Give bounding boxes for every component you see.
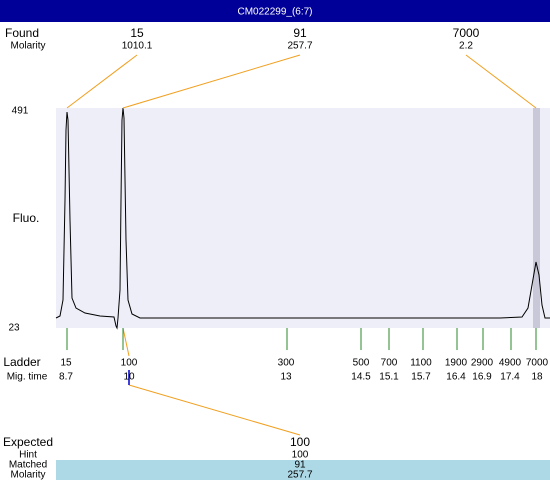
- y-axis-label: Fluo.: [13, 211, 40, 225]
- molarity-value: 257.7: [287, 470, 312, 480]
- mig-time: 15.7: [411, 372, 431, 383]
- peak-molarity: 1010.1: [122, 41, 153, 52]
- ladder-size: 1100: [410, 358, 432, 369]
- found-label: Found: [5, 26, 39, 40]
- ladder-size: 15: [60, 358, 72, 369]
- molarity-label: Molarity: [10, 41, 45, 52]
- expected-value: 100: [290, 435, 310, 449]
- peak-connector: [66, 54, 138, 109]
- expected-label: Expected: [3, 435, 53, 449]
- trace: [55, 107, 550, 330]
- peak-size: 91: [293, 26, 307, 40]
- molarity-label: Molarity: [10, 470, 45, 480]
- mig-time: 14.5: [351, 372, 371, 383]
- mig-time: 16.4: [446, 372, 466, 383]
- mig-time: 15.1: [379, 372, 399, 383]
- ladder-size: 7000: [526, 358, 549, 369]
- window-title: CM022299_(6:7): [237, 7, 312, 18]
- peak-connector: [122, 54, 301, 109]
- peak-connector: [465, 54, 537, 109]
- mig-time: 16.9: [472, 372, 492, 383]
- title-bar: [0, 0, 550, 22]
- expected-connector: [128, 384, 301, 436]
- plot-area: [56, 108, 550, 328]
- ladder-size: 2900: [471, 358, 494, 369]
- y-max-label: 491: [12, 106, 29, 117]
- matched-band: [56, 460, 550, 480]
- expected-connector: [122, 327, 130, 357]
- ladder-size: 700: [381, 358, 398, 369]
- y-min-label: 23: [8, 323, 20, 334]
- mig-time: 8.7: [59, 372, 73, 383]
- ladder-size: 4900: [499, 358, 522, 369]
- hint-value: 100: [292, 450, 309, 461]
- mig-time-label: Mig. time: [7, 372, 48, 383]
- peak-molarity: 2.2: [459, 41, 473, 52]
- ladder-size: 100: [121, 358, 138, 369]
- ladder-label: Ladder: [3, 355, 40, 369]
- mig-time: 17.4: [500, 372, 520, 383]
- peak-size: 7000: [453, 26, 480, 40]
- selected-band: [533, 108, 540, 328]
- mig-time: 18: [531, 372, 543, 383]
- ladder-size: 300: [278, 358, 295, 369]
- ladder-size: 500: [353, 358, 370, 369]
- peak-size: 15: [130, 26, 144, 40]
- matched-label: Matched: [9, 460, 47, 471]
- mig-time: 10: [123, 372, 135, 383]
- mig-time: 13: [280, 372, 292, 383]
- hint-label: Hint: [19, 450, 37, 461]
- peak-molarity: 257.7: [287, 41, 312, 52]
- ladder-size: 1900: [445, 358, 468, 369]
- matched-value: 91: [294, 460, 306, 471]
